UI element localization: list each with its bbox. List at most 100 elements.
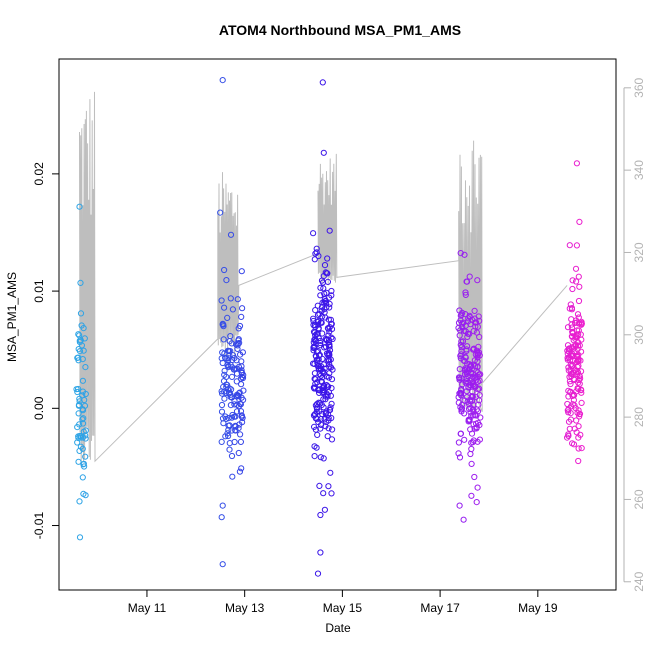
- data-point: [221, 266, 228, 274]
- data-point: [319, 79, 326, 86]
- data-point: [321, 416, 328, 423]
- data-point: [469, 388, 476, 395]
- data-point: [467, 450, 474, 458]
- data-point: [314, 356, 321, 363]
- data-point: [235, 403, 243, 410]
- data-point: [310, 360, 317, 367]
- data-point: [229, 411, 236, 419]
- data-point: [569, 356, 577, 364]
- data-point: [323, 270, 330, 277]
- data-point: [472, 323, 479, 330]
- data-point: [573, 317, 580, 324]
- data-point: [455, 374, 463, 381]
- data-point: [461, 410, 468, 417]
- data-point: [315, 418, 322, 426]
- data-point: [578, 399, 585, 406]
- data-point: [317, 400, 324, 407]
- data-point: [463, 346, 470, 353]
- data-point: [80, 415, 87, 422]
- data-point: [319, 330, 326, 337]
- data-point: [467, 362, 475, 369]
- data-point: [473, 499, 480, 506]
- data-point: [575, 445, 582, 452]
- data-point: [223, 277, 230, 284]
- data-point: [457, 355, 464, 362]
- data-point: [237, 401, 244, 408]
- data-point: [79, 445, 86, 452]
- data-point: [328, 326, 336, 333]
- data-point: [313, 444, 320, 451]
- data-point: [229, 306, 236, 313]
- data-point: [77, 279, 84, 286]
- data-point: [239, 414, 246, 422]
- data-point: [235, 449, 242, 457]
- data-point: [565, 418, 573, 425]
- data-point: [461, 251, 468, 258]
- data-point: [237, 375, 244, 382]
- data-point: [223, 355, 230, 362]
- data-point: [474, 364, 481, 371]
- data-point: [317, 511, 324, 519]
- data-point: [237, 438, 244, 445]
- data-point: [578, 386, 585, 393]
- data-point: [568, 321, 575, 328]
- data-point: [317, 549, 324, 556]
- scatter-points-layer: [73, 77, 585, 577]
- data-point: [472, 374, 479, 381]
- data-point: [80, 428, 87, 435]
- data-point: [322, 423, 329, 430]
- data-point: [567, 403, 575, 410]
- data-point: [326, 227, 333, 234]
- data-point: [328, 376, 336, 383]
- data-point: [457, 352, 464, 359]
- data-point: [227, 231, 235, 238]
- data-point: [218, 514, 225, 521]
- data-point: [318, 319, 325, 326]
- data-point: [219, 359, 226, 367]
- data-point: [326, 370, 333, 377]
- data-point: [79, 407, 87, 414]
- data-point: [326, 304, 333, 311]
- data-point: [569, 328, 576, 335]
- data-point: [233, 408, 241, 415]
- data-point: [221, 371, 228, 378]
- data-point: [460, 319, 467, 326]
- data-point: [472, 383, 479, 390]
- x-tick-label: May 17: [420, 601, 460, 615]
- data-point: [568, 305, 576, 312]
- data-point: [575, 356, 582, 363]
- y2-tick-label: 360: [632, 77, 646, 97]
- data-point: [217, 209, 224, 216]
- data-point: [237, 431, 244, 438]
- data-point: [316, 389, 323, 396]
- data-point: [564, 347, 571, 354]
- data-point: [76, 498, 83, 505]
- data-point: [239, 305, 246, 312]
- data-point: [314, 330, 321, 337]
- data-point: [238, 412, 245, 419]
- data-point: [455, 450, 462, 457]
- data-point: [232, 427, 239, 434]
- data-point: [578, 389, 585, 396]
- data-point: [75, 410, 82, 417]
- y-tick-label: 0.01: [32, 279, 46, 303]
- data-point: [574, 363, 581, 370]
- data-point: [574, 370, 581, 378]
- data-point: [319, 368, 327, 375]
- data-point: [565, 409, 572, 416]
- data-point: [231, 355, 238, 362]
- data-point: [232, 422, 239, 429]
- data-point: [310, 230, 317, 237]
- data-point: [218, 297, 225, 304]
- data-point: [220, 321, 227, 328]
- data-point: [225, 422, 232, 429]
- data-point: [327, 469, 334, 476]
- data-point: [238, 363, 245, 370]
- data-point: [329, 335, 336, 343]
- data-point: [474, 323, 481, 330]
- plot-frame: [58, 58, 617, 591]
- data-point: [79, 356, 86, 363]
- x-tick-label: May 15: [323, 601, 363, 615]
- data-point: [75, 357, 82, 364]
